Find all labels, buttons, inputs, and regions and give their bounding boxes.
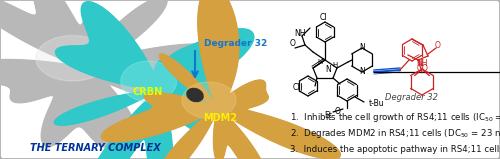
Text: MDM2: MDM2 bbox=[203, 113, 237, 123]
Text: THE TERNARY COMPLEX: THE TERNARY COMPLEX bbox=[30, 143, 160, 153]
Text: Degrader 32: Degrader 32 bbox=[385, 93, 438, 103]
Text: t-Bu: t-Bu bbox=[369, 100, 384, 108]
Text: N: N bbox=[359, 44, 365, 52]
Text: Cl: Cl bbox=[292, 83, 300, 93]
Text: O: O bbox=[422, 64, 428, 73]
Text: 3.  Induces the apoptotic pathway in RS4;11 cells: 3. Induces the apoptotic pathway in RS4;… bbox=[290, 145, 500, 155]
Polygon shape bbox=[54, 2, 254, 159]
Text: O: O bbox=[335, 107, 341, 115]
Text: N: N bbox=[325, 66, 331, 75]
Text: O: O bbox=[416, 64, 422, 73]
Text: H: H bbox=[332, 62, 338, 68]
Text: O: O bbox=[435, 41, 441, 51]
Text: Et: Et bbox=[324, 111, 332, 120]
Text: 1.  Inhibits the cell growth of RS4;11 cells (IC$_{50}$ = 3.2 nM): 1. Inhibits the cell growth of RS4;11 ce… bbox=[290, 111, 500, 124]
Polygon shape bbox=[36, 35, 110, 81]
Text: N: N bbox=[417, 59, 423, 68]
Polygon shape bbox=[182, 82, 236, 118]
Text: NH: NH bbox=[294, 28, 306, 38]
Text: Cl: Cl bbox=[320, 14, 327, 23]
Ellipse shape bbox=[186, 88, 204, 102]
Text: N: N bbox=[359, 68, 365, 76]
Polygon shape bbox=[0, 0, 233, 147]
Text: H: H bbox=[318, 59, 322, 65]
Text: CRBN: CRBN bbox=[133, 87, 163, 97]
Text: NH: NH bbox=[416, 59, 428, 69]
Polygon shape bbox=[102, 0, 340, 159]
Text: 2.  Degrades MDM2 in RS4;11 cells (DC$_{50}$ = 23 nM): 2. Degrades MDM2 in RS4;11 cells (DC$_{5… bbox=[290, 128, 500, 141]
Text: Degrader 32: Degrader 32 bbox=[204, 39, 267, 48]
Polygon shape bbox=[121, 61, 176, 102]
Text: O: O bbox=[290, 38, 296, 48]
